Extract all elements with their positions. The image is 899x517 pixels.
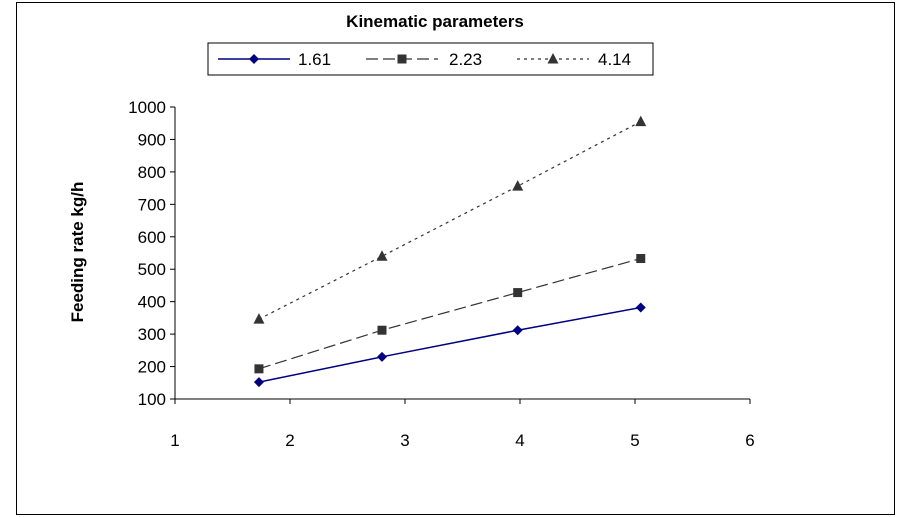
data-point — [253, 313, 265, 324]
series-line — [258, 306, 641, 383]
legend-marker — [249, 54, 259, 64]
x-tick-label: 6 — [745, 431, 754, 450]
legend: 1.61 2.23 4.14 — [218, 50, 631, 69]
y-tick-label: 100 — [138, 390, 166, 409]
series-line — [258, 257, 641, 370]
legend-label: 2.23 — [449, 50, 482, 69]
data-point — [377, 351, 387, 362]
y-tick-label: 300 — [138, 325, 166, 344]
legend-label: 4.14 — [598, 50, 631, 69]
x-tick-label: 1 — [170, 431, 179, 450]
data-point — [513, 288, 523, 298]
data-point — [635, 115, 647, 127]
x-tick-label: 5 — [630, 431, 639, 450]
y-tick-label: 400 — [138, 293, 166, 312]
y-tick-label: 500 — [138, 260, 166, 279]
data-point — [377, 325, 387, 335]
series-3 — [253, 115, 647, 324]
legend-marker — [547, 53, 559, 64]
data-point — [512, 180, 524, 191]
x-tick-label: 4 — [515, 431, 524, 450]
series-1 — [253, 302, 646, 388]
x-tick-label: 3 — [400, 431, 409, 450]
legend-marker — [397, 54, 407, 64]
series-line — [258, 121, 642, 320]
axes: 100 200 300 400 500 600 700 800 900 1000 1 2 3 4 5 6 — [128, 98, 755, 450]
y-tick-label: 900 — [138, 130, 166, 149]
data-point — [636, 254, 646, 264]
data-point — [635, 302, 646, 313]
data-point — [512, 325, 523, 336]
y-axis-label: Feeding rate kg/h — [68, 182, 87, 323]
data-point — [254, 364, 264, 374]
y-tick-label: 800 — [138, 163, 166, 182]
legend-item: 2.23 — [366, 50, 482, 69]
x-tick-label: 2 — [285, 431, 294, 450]
y-tick-label: 1000 — [128, 98, 166, 117]
data-point — [376, 250, 388, 261]
legend-item: 4.14 — [517, 50, 631, 69]
legend-title: Kinematic parameters — [346, 12, 524, 31]
y-tick-label: 200 — [138, 358, 166, 377]
chart-area — [16, 2, 895, 515]
plot-area — [253, 115, 647, 388]
series-2 — [254, 254, 646, 374]
y-tick-label: 700 — [138, 195, 166, 214]
data-point — [253, 377, 264, 388]
legend-label: 1.61 — [298, 50, 331, 69]
legend-item: 1.61 — [218, 50, 331, 69]
y-tick-label: 600 — [138, 228, 166, 247]
